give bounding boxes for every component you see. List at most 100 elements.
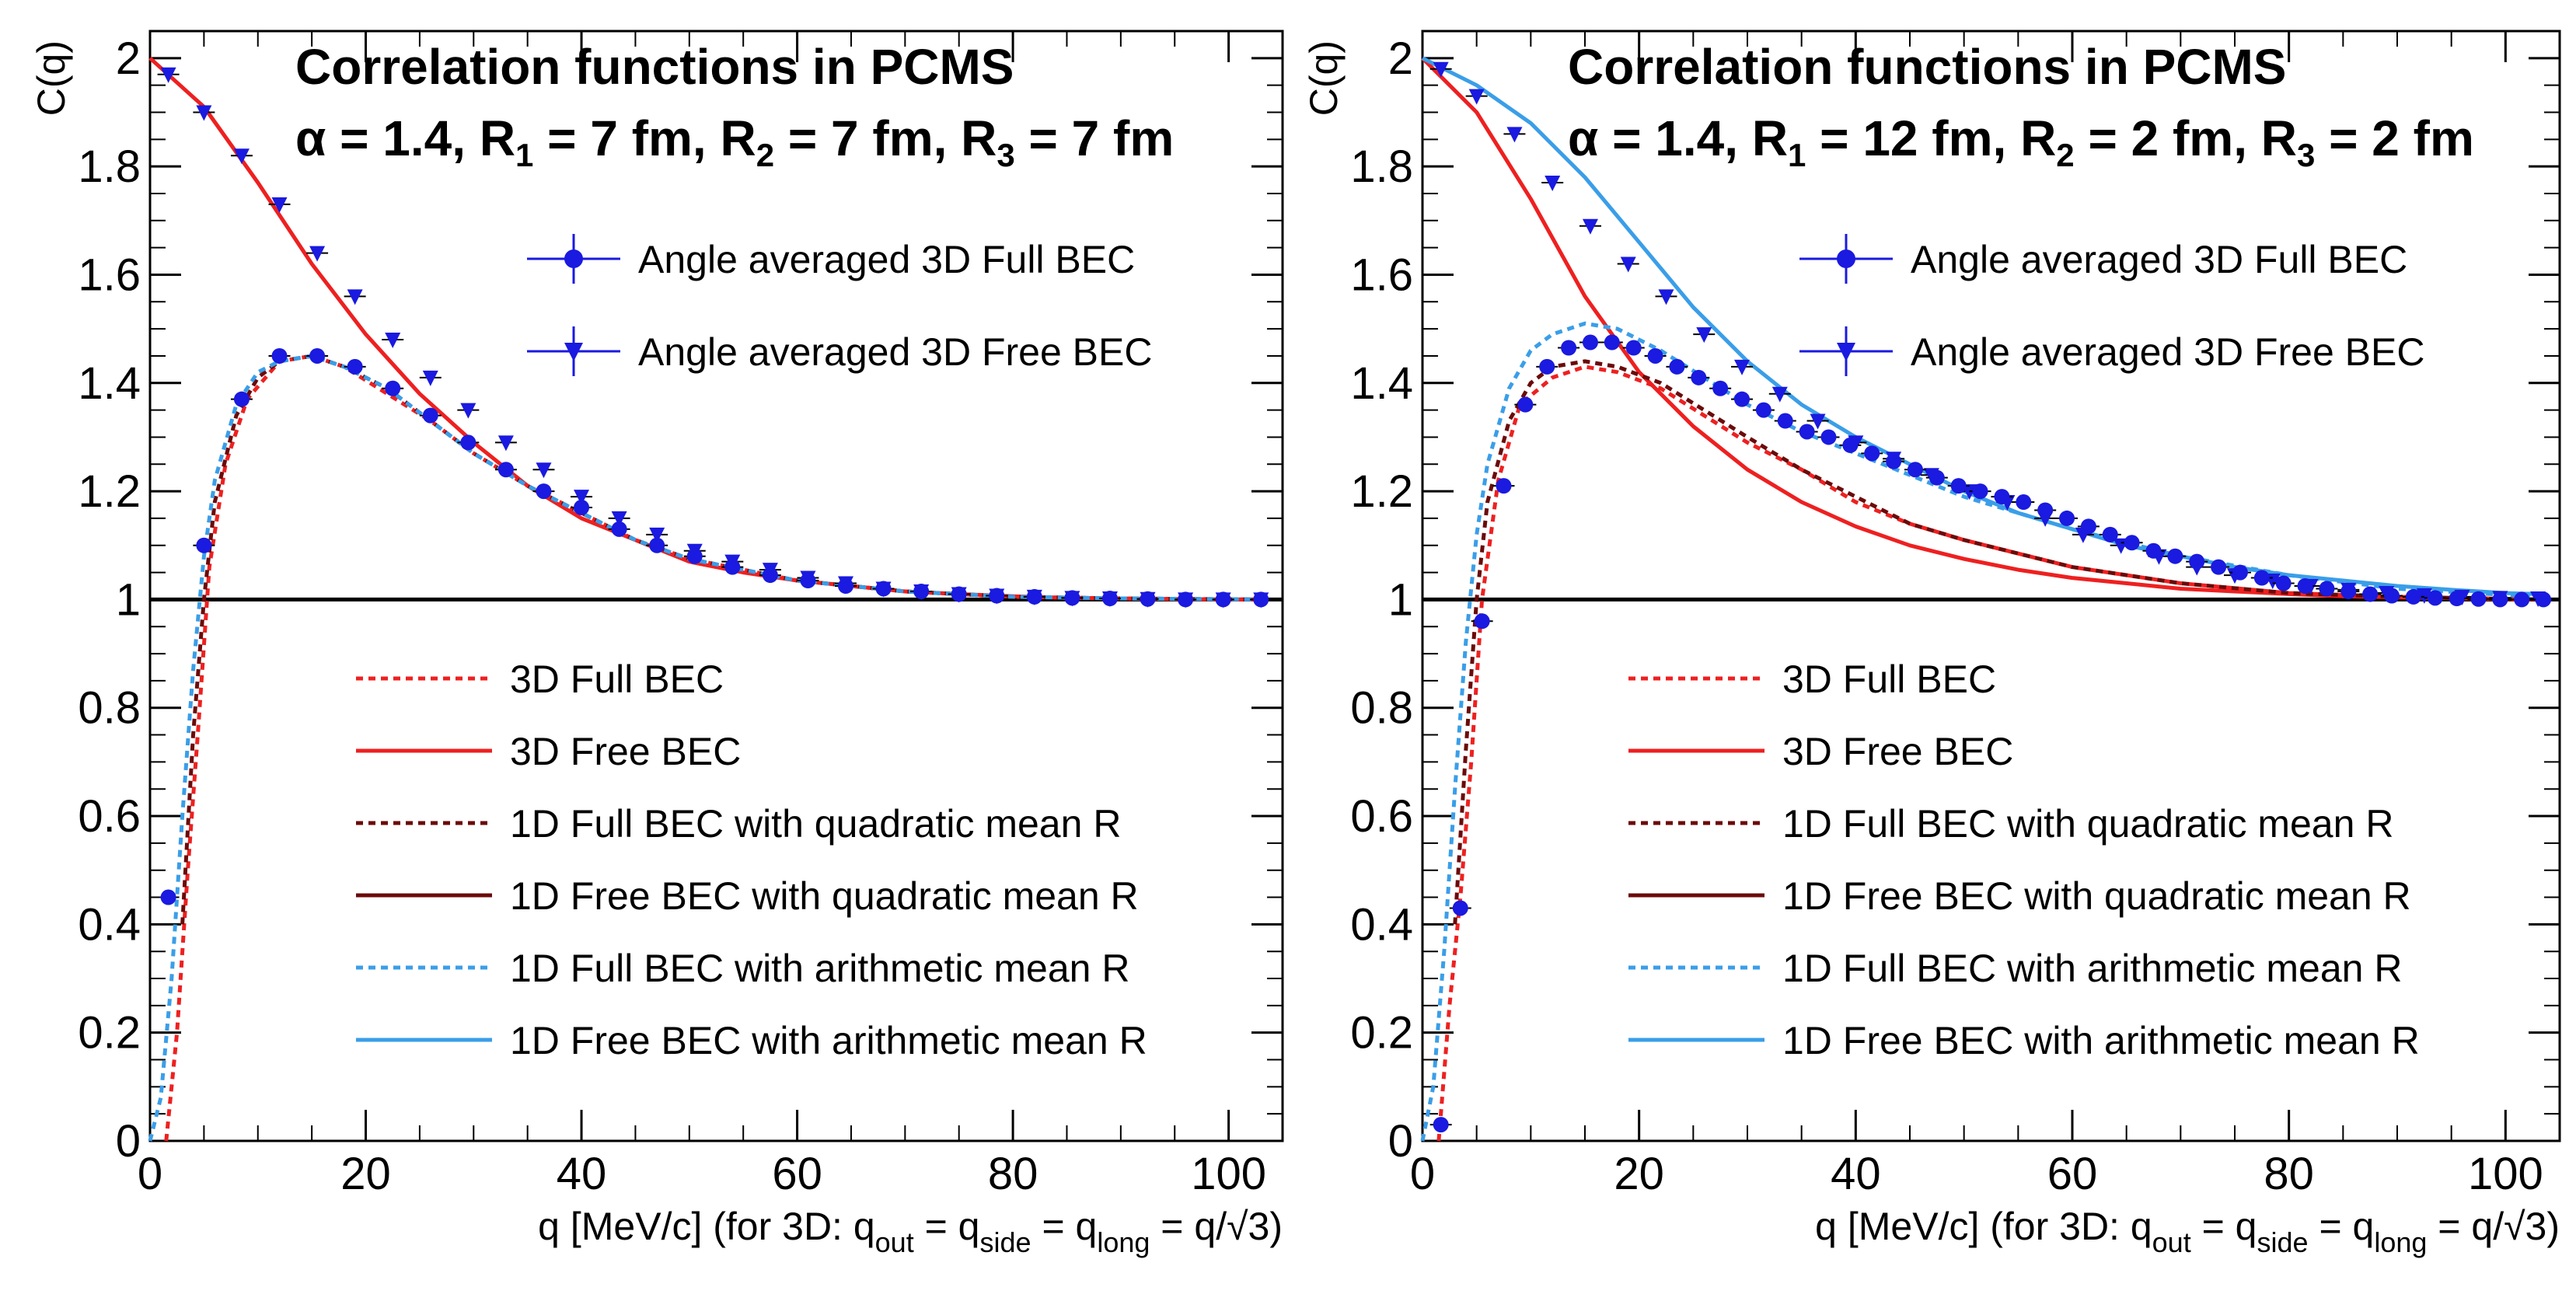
data-point-free-bec: [233, 148, 250, 165]
data-point-full-bec: [1734, 391, 1750, 407]
data-point-full-bec: [1496, 478, 1512, 494]
data-point-free-bec: [611, 511, 627, 527]
data-point-full-bec: [2253, 570, 2270, 586]
data-point-full-bec: [2189, 553, 2205, 570]
series-line-1d-full-bec-with-quadratic-mean-r: [1453, 359, 2539, 925]
data-point-full-bec: [1907, 462, 1923, 478]
data-point-full-bec: [1101, 591, 1118, 607]
data-point-full-bec: [1561, 340, 1577, 356]
data-point-full-bec: [1777, 413, 1793, 429]
data-point-full-bec: [1842, 437, 1859, 453]
data-point-full-bec: [2167, 548, 2183, 564]
data-point-full-bec: [1755, 402, 1771, 418]
data-point-free-bec: [2416, 588, 2432, 604]
data-point-full-bec: [309, 347, 326, 364]
data-point-full-bec: [1669, 358, 1685, 375]
data-point-free-bec: [1506, 127, 1523, 143]
data-point-full-bec: [1864, 445, 1880, 462]
y-tick-label: 1.8: [1350, 141, 1413, 192]
data-point-free-bec: [1696, 327, 1712, 344]
y-axis-label: C(q): [30, 40, 73, 116]
data-point-full-bec: [838, 578, 854, 594]
data-point-full-bec: [649, 537, 665, 553]
y-tick-label: 1.4: [1350, 358, 1413, 409]
y-tick-label: 0: [1388, 1116, 1413, 1167]
data-point-free-bec: [536, 462, 552, 479]
legend-circle-marker: [1837, 249, 1855, 268]
data-point-free-bec: [1810, 413, 1826, 430]
data-point-full-bec: [1799, 424, 1815, 440]
x-tick-label: 40: [1831, 1149, 1881, 1199]
x-tick-label: 60: [2047, 1149, 2098, 1199]
data-point-free-bec: [1734, 359, 1750, 375]
data-point-full-bec: [2492, 591, 2508, 608]
y-tick-label: 1: [116, 574, 141, 625]
data-point-full-bec: [1253, 591, 1269, 608]
data-point-full-bec: [1452, 900, 1468, 916]
data-point-full-bec: [1064, 590, 1080, 606]
y-tick-label: 0: [116, 1116, 141, 1167]
data-point-free-bec: [309, 246, 326, 262]
data-point-full-bec: [2405, 588, 2421, 605]
data-point-full-bec: [1539, 358, 1555, 375]
legend-label: 1D Free BEC with quadratic mean R: [1782, 874, 2411, 918]
x-tick-label: 0: [1410, 1149, 1435, 1199]
data-point-free-bec: [422, 370, 438, 386]
data-point-full-bec: [2145, 542, 2162, 559]
x-tick-label: 80: [988, 1149, 1038, 1199]
data-point-free-bec: [649, 527, 665, 543]
data-point-full-bec: [196, 537, 212, 553]
data-point-full-bec: [2536, 591, 2552, 608]
data-point-full-bec: [2449, 591, 2465, 607]
data-point-full-bec: [1929, 469, 1945, 486]
chart-parameters: α = 1.4, R1 = 12 fm, R2 = 2 fm, R3 = 2 f…: [1568, 110, 2474, 173]
legend-label: 1D Full BEC with quadratic mean R: [1782, 802, 2393, 846]
data-point-full-bec: [2037, 502, 2054, 518]
data-point-full-bec: [460, 434, 476, 451]
x-tick-label: 80: [2264, 1149, 2314, 1199]
data-point-free-bec: [1468, 89, 1485, 105]
x-axis-label: q [MeV/c] (for 3D: qout = qside = qlong …: [538, 1205, 1283, 1258]
data-point-free-bec: [1433, 61, 1449, 78]
data-point-free-bec: [1620, 256, 1636, 273]
data-point-full-bec: [1972, 483, 1988, 500]
y-tick-label: 2: [116, 33, 141, 84]
data-point-full-bec: [2319, 581, 2335, 597]
x-tick-label: 40: [557, 1149, 607, 1199]
legend-label: Angle averaged 3D Free BEC: [638, 330, 1152, 374]
data-point-full-bec: [2211, 559, 2227, 575]
series-line-1d-free-bec-with-arithmetic-mean-r: [1421, 56, 2539, 596]
data-point-full-bec: [2362, 586, 2379, 602]
data-point-full-bec: [611, 521, 627, 537]
data-point-full-bec: [1820, 429, 1837, 445]
y-tick-label: 1.2: [1350, 466, 1413, 517]
x-axis-label: q [MeV/c] (for 3D: qout = qside = qlong …: [1815, 1205, 2560, 1258]
data-point-free-bec: [271, 197, 288, 213]
data-point-free-bec: [1658, 289, 1674, 305]
x-tick-label: 60: [772, 1149, 822, 1199]
legend-label: 1D Full BEC with arithmetic mean R: [1782, 947, 2402, 990]
left-chart-panel: 00.20.40.60.811.21.41.61.820 20 40 60 80 100C…: [30, 30, 1284, 1258]
legend-label: 1D Full BEC with arithmetic mean R: [510, 947, 1129, 990]
data-point-full-bec: [233, 391, 250, 407]
legend-label: 1D Free BEC with arithmetic mean R: [510, 1019, 1147, 1062]
data-point-full-bec: [2340, 583, 2357, 599]
data-point-full-bec: [1625, 340, 1642, 356]
y-tick-label: 1: [1388, 574, 1413, 625]
x-tick-label: 20: [1614, 1149, 1664, 1199]
data-point-full-bec: [989, 588, 1005, 604]
data-point-full-bec: [1178, 591, 1194, 608]
chart-title: Correlation functions in PCMS: [295, 39, 1014, 95]
chart-title: Correlation functions in PCMS: [1568, 39, 2286, 95]
data-point-full-bec: [2427, 590, 2443, 606]
data-point-full-bec: [686, 548, 703, 564]
data-point-full-bec: [1517, 396, 1534, 413]
y-axis-label: C(q): [1302, 40, 1346, 116]
x-tick-label: 100: [2468, 1149, 2543, 1199]
data-point-full-bec: [2059, 510, 2075, 526]
y-tick-label: 2: [1388, 33, 1413, 84]
data-point-full-bec: [2124, 535, 2140, 551]
data-point-full-bec: [1474, 613, 1490, 630]
data-point-full-bec: [1604, 334, 1620, 351]
data-point-full-bec: [1215, 591, 1231, 608]
